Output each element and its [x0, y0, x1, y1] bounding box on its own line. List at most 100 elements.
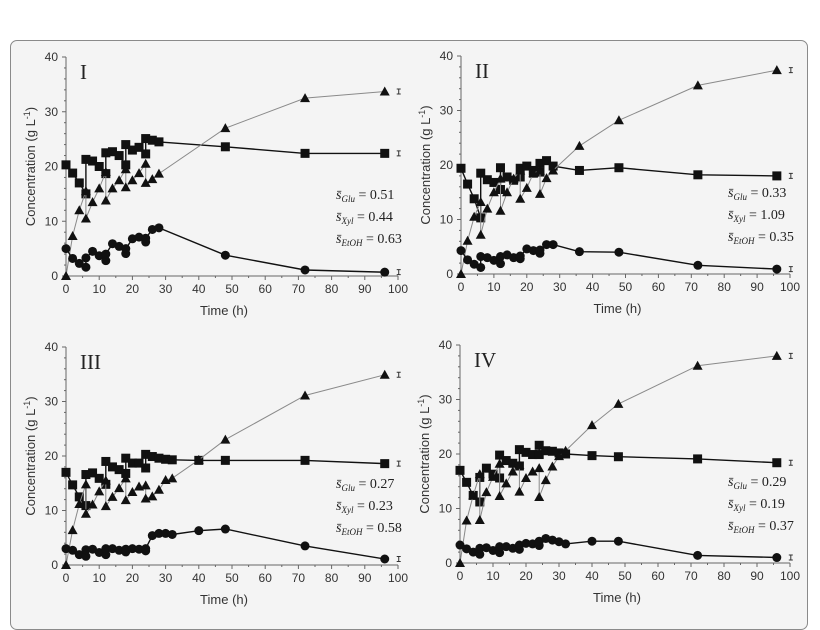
data-point-circle — [772, 264, 782, 274]
data-point-square — [141, 149, 151, 159]
data-point-triangle — [74, 498, 85, 508]
data-point-square — [68, 168, 78, 178]
data-point-square — [489, 177, 499, 187]
data-point-triangle — [474, 514, 485, 524]
data-point-triangle — [87, 197, 98, 207]
stat-annotation: s̄Xyl = 0.44 — [336, 210, 393, 226]
data-point-square — [521, 447, 531, 457]
data-point-square — [476, 168, 486, 178]
error-bar — [788, 352, 793, 359]
data-point-triangle — [61, 560, 71, 569]
data-point-square — [154, 137, 164, 147]
panel-label: III — [80, 350, 101, 374]
data-point-triangle — [534, 463, 545, 473]
data-point-triangle — [771, 350, 782, 360]
x-tick-label: 20 — [126, 282, 140, 296]
data-point-circle — [300, 265, 310, 275]
panel-IV: 0 10 20 30 40 50 60 70 80 90 100 0 10 20 30 40 Time (h) C… — [416, 338, 800, 605]
data-point-square — [161, 454, 171, 464]
data-point-square — [114, 151, 124, 161]
x-tick-label: 20 — [520, 280, 534, 294]
error-bar — [788, 554, 793, 561]
data-point-square — [220, 142, 230, 152]
data-point-circle — [455, 540, 465, 550]
data-point-triangle — [521, 182, 532, 192]
data-point-triangle — [379, 369, 390, 379]
data-point-triangle — [613, 398, 624, 408]
stat-annotation: s̄Glu = 0.29 — [728, 475, 786, 491]
data-point-square — [101, 148, 111, 158]
data-point-square — [134, 458, 144, 468]
data-point-circle — [68, 545, 78, 555]
data-point-triangle — [560, 445, 571, 455]
data-point-square — [456, 163, 466, 173]
data-point-triangle — [94, 183, 105, 193]
data-point-triangle — [153, 484, 164, 494]
data-point-triangle — [574, 140, 585, 150]
error-bar — [396, 556, 401, 563]
x-tick-label: 10 — [487, 280, 501, 294]
data-point-square — [522, 161, 532, 171]
stat-annotation: s̄EtOH = 0.35 — [728, 230, 794, 246]
data-point-circle — [81, 253, 91, 263]
data-point-triangle — [515, 165, 526, 175]
data-point-square — [74, 492, 84, 502]
data-point-triangle — [456, 269, 466, 278]
data-point-square — [68, 480, 78, 490]
data-point-triangle — [220, 123, 231, 133]
stat-annotation: s̄Xyl = 0.23 — [336, 499, 393, 515]
stat-annotation: s̄Glu = 0.51 — [336, 188, 394, 204]
x-tick-label: 80 — [718, 280, 732, 294]
data-point-circle — [101, 544, 111, 554]
data-point-square — [107, 462, 117, 472]
data-point-triangle — [482, 203, 493, 213]
data-point-square — [61, 160, 71, 170]
data-point-triangle — [167, 473, 178, 483]
x-tick-label: 50 — [618, 569, 632, 583]
data-point-triangle — [771, 65, 782, 75]
x-tick-label: 100 — [780, 280, 800, 294]
x-tick-label: 100 — [388, 282, 408, 296]
data-point-triangle — [528, 168, 539, 178]
data-point-circle — [81, 262, 91, 272]
data-point-triangle — [107, 183, 118, 193]
data-point-triangle — [495, 205, 506, 215]
data-point-square — [94, 162, 104, 171]
data-point-triangle — [692, 80, 703, 90]
panel-label: II — [475, 59, 489, 83]
data-point-circle — [548, 240, 558, 250]
error-bar — [788, 172, 793, 179]
data-point-circle — [587, 536, 597, 546]
data-point-square — [495, 450, 505, 460]
data-point-triangle — [507, 466, 518, 476]
data-point-triangle — [114, 175, 125, 185]
stat-annotation: s̄Glu = 0.33 — [728, 186, 786, 202]
data-point-square — [495, 163, 505, 173]
x-tick-label: 60 — [259, 282, 273, 296]
data-point-square — [469, 194, 479, 204]
data-point-triangle — [193, 454, 204, 464]
x-tick-label: 10 — [93, 282, 107, 296]
data-point-triangle — [80, 213, 91, 223]
data-point-triangle — [147, 491, 158, 501]
data-point-triangle — [547, 461, 558, 471]
stat-annotation: s̄Xyl = 0.19 — [728, 497, 785, 513]
data-point-triangle — [379, 86, 390, 96]
y-tick-label: 30 — [45, 395, 59, 409]
y-tick-label: 10 — [439, 502, 453, 516]
x-tick-label: 0 — [63, 571, 70, 585]
data-point-square — [772, 171, 782, 181]
data-point-triangle — [508, 173, 519, 183]
y-axis-label: Concentration (g L-1) — [22, 396, 38, 515]
data-point-circle — [101, 256, 111, 266]
data-point-circle — [121, 544, 131, 554]
x-tick-label: 30 — [159, 282, 173, 296]
data-point-triangle — [514, 459, 525, 469]
data-point-square — [61, 467, 71, 477]
data-point-square — [574, 165, 584, 175]
data-point-triangle — [501, 478, 512, 488]
y-tick-label: 0 — [445, 556, 452, 570]
x-tick-label: 20 — [126, 571, 140, 585]
data-point-triangle — [153, 168, 164, 178]
data-point-square — [481, 463, 491, 473]
